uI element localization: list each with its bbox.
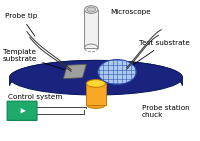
Polygon shape: [63, 64, 86, 79]
Text: Test substrate: Test substrate: [132, 40, 190, 66]
Ellipse shape: [98, 60, 136, 84]
Ellipse shape: [84, 6, 98, 13]
Bar: [86, 83, 106, 105]
Text: Probe tip: Probe tip: [5, 13, 37, 36]
Ellipse shape: [10, 60, 182, 95]
Polygon shape: [10, 60, 182, 85]
Text: Template
substrate: Template substrate: [3, 49, 72, 72]
Polygon shape: [21, 108, 26, 114]
Text: Microscope: Microscope: [110, 9, 151, 15]
Ellipse shape: [86, 101, 106, 108]
Bar: [84, 10, 98, 48]
Ellipse shape: [87, 7, 96, 12]
Text: Probe station
chuck: Probe station chuck: [142, 105, 190, 118]
FancyBboxPatch shape: [7, 101, 37, 120]
Ellipse shape: [86, 80, 106, 87]
Text: Control system: Control system: [8, 94, 62, 100]
